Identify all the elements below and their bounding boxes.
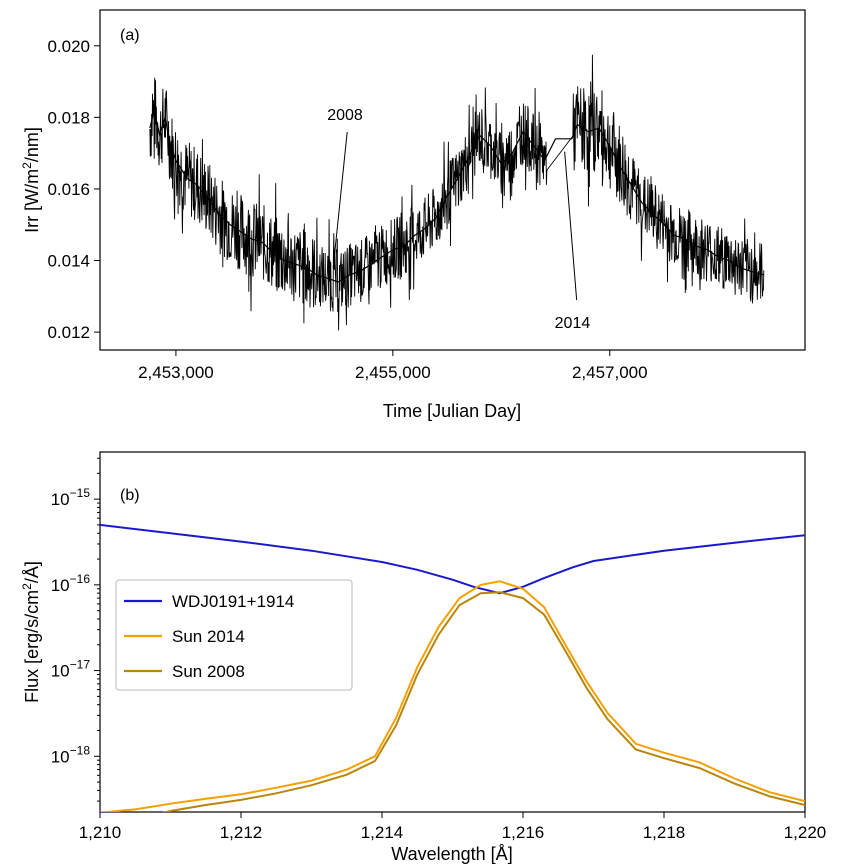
panel-b-y-tick-exp: −17 xyxy=(70,658,91,672)
panel-b-y-tick-exp: −18 xyxy=(70,743,91,757)
panel-b-x-axis-label: Wavelength [Å] xyxy=(391,844,512,864)
annotation-2014-pointer xyxy=(564,151,578,301)
panel-a-y-axis-label: Irr [W/m2/nm] xyxy=(20,127,42,233)
panel-a-label: (a) xyxy=(120,27,140,44)
panel-a-y-label-prefix: Irr [W/m xyxy=(22,169,42,233)
panel-b-x-tick-label: 1,210 xyxy=(79,823,122,842)
panel-b-y-tick-base: 10 xyxy=(51,662,70,681)
panel-a-x-tick-label: 2,453,000 xyxy=(138,363,214,382)
panel-b-y-label-prefix: Flux [erg/s/cm xyxy=(22,590,42,703)
legend: WDJ0191+1914 Sun 2014 Sun 2008 xyxy=(115,579,353,691)
panel-b-y-tick-base: 10 xyxy=(51,747,70,766)
panel-a: (a) 2,453,000 2,455,000 2,457,000 0.012 0.0… xyxy=(20,9,806,421)
panel-b-y-label-suffix: /Å] xyxy=(22,561,42,583)
panel-b-y-tick-exp: −15 xyxy=(70,486,91,500)
panel-b-y-tick-base: 10 xyxy=(51,490,70,509)
panel-a-y-tick-label: 0.016 xyxy=(47,180,90,199)
legend-entry-label: Sun 2008 xyxy=(172,662,245,681)
legend-entry-label: Sun 2014 xyxy=(172,627,245,646)
panel-a-y-tick-label: 0.014 xyxy=(47,252,90,271)
panel-b-y-label-sup: 2 xyxy=(20,583,34,590)
panel-b: (b) 1,210 1,212 1,214 1,216 1,218 1,220 10−18… xyxy=(20,451,827,864)
panel-b-y-tick-label: 10−16 xyxy=(51,572,91,595)
panel-a-y-tick-label: 0.020 xyxy=(47,37,90,56)
panel-b-frame xyxy=(99,451,806,813)
panel-b-x-tick-label: 1,212 xyxy=(220,823,263,842)
wdj-series-line xyxy=(100,523,805,595)
panel-a-x-tick-label: 2,455,000 xyxy=(355,363,431,382)
irradiance-series-noise xyxy=(149,54,765,331)
panel-b-y-tick-label: 10−17 xyxy=(51,658,91,681)
panel-b-y-tick-label: 10−15 xyxy=(51,486,91,509)
panel-b-x-tick-label: 1,216 xyxy=(502,823,545,842)
legend-entry-label: WDJ0191+1914 xyxy=(172,592,294,611)
panel-a-y-label-suffix: /nm] xyxy=(22,127,42,162)
panel-a-x-axis-label: Time [Julian Day] xyxy=(383,401,521,421)
panel-b-y-tick-exp: −16 xyxy=(70,572,91,586)
panel-b-x-tick-label: 1,218 xyxy=(643,823,686,842)
annotation-2008: 2008 xyxy=(327,107,363,124)
panel-a-frame xyxy=(99,9,806,351)
panel-b-y-tick-base: 10 xyxy=(51,576,70,595)
sun-2014-series-line xyxy=(100,580,805,812)
panel-a-y-tick-label: 0.012 xyxy=(47,323,90,342)
panel-b-label: (b) xyxy=(120,487,140,504)
panel-b-x-tick-label: 1,214 xyxy=(361,823,404,842)
panel-a-y-label-sup: 2 xyxy=(20,162,34,169)
panel-b-y-axis-label: Flux [erg/s/cm2/Å] xyxy=(20,561,42,703)
panel-a-y-tick-label: 0.018 xyxy=(47,108,90,127)
annotation-2008-pointer xyxy=(332,131,348,268)
panel-b-x-tick-label: 1,220 xyxy=(784,823,827,842)
panel-b-y-tick-label: 10−18 xyxy=(51,743,91,766)
legend-box xyxy=(115,579,353,691)
sun-2008-series-line xyxy=(162,591,805,812)
annotation-2014: 2014 xyxy=(555,315,591,332)
panel-a-x-tick-label: 2,457,000 xyxy=(572,363,648,382)
